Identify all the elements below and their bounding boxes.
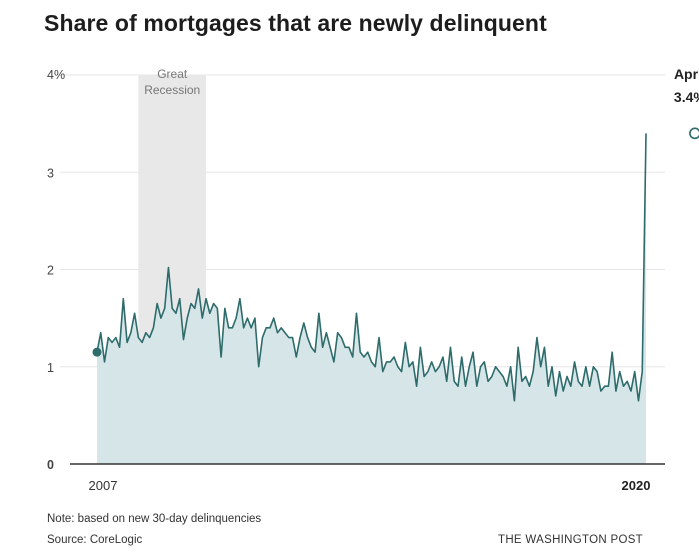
annotation-value: 3.4% [674, 89, 699, 105]
chart-note: Note: based on new 30-day delinquencies [47, 513, 262, 525]
y-tick-label: 1 [47, 361, 54, 375]
recession-label: Recession [144, 83, 200, 97]
series-area [97, 133, 646, 464]
y-tick-label: 3 [47, 166, 54, 180]
recession-label: Great [157, 67, 188, 81]
y-tick-labels: 0 1 2 3 4% [47, 68, 65, 472]
chart-source: Source: CoreLogic [47, 534, 143, 546]
chart-title: Share of mortgages that are newly delinq… [44, 10, 547, 36]
y-tick-label: 2 [47, 264, 54, 278]
x-tick-label: 2007 [89, 478, 118, 493]
x-tick-labels: 2007 2020 [89, 478, 651, 493]
annotation-month: April [674, 66, 699, 82]
y-tick-label: 4% [47, 68, 65, 82]
x-tick-label: 2020 [622, 478, 651, 493]
highlight-point [689, 127, 699, 140]
start-point [92, 347, 102, 357]
series-line [96, 133, 647, 402]
y-tick-label: 0 [47, 458, 54, 472]
publisher-credit: THE WASHINGTON POST [498, 534, 643, 546]
